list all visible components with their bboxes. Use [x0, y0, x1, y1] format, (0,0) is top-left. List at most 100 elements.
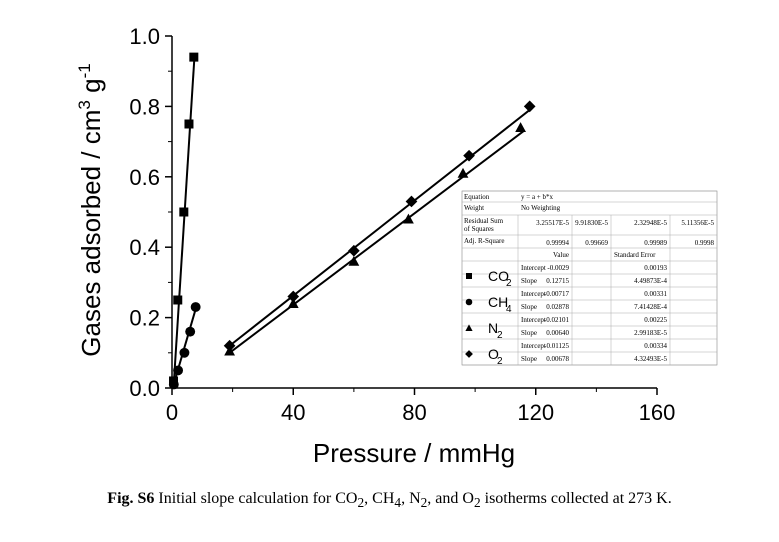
table-legend-sub: 2 — [497, 356, 503, 367]
data-point-o2 — [348, 244, 360, 257]
y-tick-label: 0.2 — [129, 306, 160, 331]
figure-caption: Fig. S6 Initial slope calculation for CO… — [0, 490, 779, 511]
table-cell: 4.32493E-5 — [634, 355, 667, 363]
table-cell: 0.99669 — [585, 239, 608, 247]
y-axis-title: Gases adsorbed / cm3 g-1 — [75, 63, 106, 356]
table-cell: y = a + b*x — [521, 193, 554, 201]
caption-sub: 2 — [473, 495, 481, 511]
table-row-label: of Squares — [464, 225, 494, 233]
table-cell: 0.00678 — [546, 355, 569, 363]
y-tick-label: 0.0 — [129, 376, 160, 401]
table-cell: 0.99994 — [546, 239, 569, 247]
data-point-n2 — [287, 298, 299, 309]
fit-line-co2 — [172, 57, 196, 389]
data-point-ch4 — [173, 365, 184, 376]
table-row-label: Residual Sum — [464, 217, 504, 225]
table-cell: No Weighting — [521, 204, 561, 212]
table-row-label: Intercept — [521, 316, 546, 324]
table-cell: 3.25517E-5 — [536, 219, 569, 227]
x-tick-label: 80 — [402, 400, 426, 425]
table-row-label: Equation — [464, 193, 490, 201]
chart-series — [168, 52, 536, 390]
table-row-label: Intercept — [521, 264, 546, 272]
x-tick-label: 160 — [639, 400, 676, 425]
table-row-label: Intercept — [521, 290, 546, 298]
fit-table: Equation y = a + b*x Weight No Weighting Res… — [461, 190, 718, 367]
caption-text: , N — [401, 490, 421, 507]
x-axis-title: Pressure / mmHg — [313, 438, 515, 468]
data-point-co2 — [189, 52, 199, 62]
table-cell: 0.00640 — [546, 329, 569, 337]
data-point-co2 — [184, 119, 194, 129]
data-point-o2 — [223, 339, 236, 352]
table-legend-marker — [465, 350, 473, 358]
table-row-label: Slope — [521, 355, 537, 363]
table-cell: 0.00225 — [644, 316, 667, 324]
table-legend-marker — [465, 324, 473, 331]
caption-label: Fig. S6 — [107, 490, 155, 507]
caption-text: , and O — [427, 490, 474, 507]
table-cell: 0.00334 — [644, 342, 667, 350]
table-legend-gas: CH — [488, 294, 508, 310]
x-tick-label: 0 — [166, 400, 178, 425]
table-cell: 0.02878 — [546, 303, 569, 311]
table-row-label: Adj. R-Square — [464, 237, 504, 245]
table-frame — [461, 190, 718, 366]
data-point-o2 — [405, 195, 418, 208]
data-point-n2 — [515, 122, 526, 133]
y-tick-label: 0.6 — [129, 165, 160, 190]
data-point-o2 — [523, 100, 536, 113]
table-row-label: Slope — [521, 303, 537, 311]
caption-text: , CH — [364, 490, 395, 507]
table-row-label: Slope — [521, 329, 537, 337]
data-point-ch4 — [190, 302, 201, 312]
table-row-label: Slope — [521, 277, 537, 285]
x-tick-label: 40 — [281, 400, 305, 425]
table-cell: 2.99183E-5 — [634, 329, 667, 337]
table-cell: 0.9998 — [695, 239, 715, 247]
table-row-label: Intercept — [521, 342, 546, 350]
table-cell: -0.02101 — [544, 316, 570, 324]
table-legend-gas: O — [488, 346, 499, 362]
table-cell: 0.99989 — [644, 239, 667, 247]
y-tick-label: 0.4 — [129, 235, 160, 260]
table-cell: 2.32948E-5 — [634, 219, 667, 227]
table-row-label: Weight — [464, 204, 484, 212]
table-cell: -0.01125 — [544, 342, 569, 350]
table-legend-sub: 2 — [506, 278, 512, 289]
table-cell: 5.11356E-5 — [681, 219, 714, 227]
chart-axes: 0 40 80 120 160 0.0 0.2 0.4 0.6 0.8 1.0 — [129, 24, 675, 425]
data-point-ch4 — [168, 379, 179, 390]
data-point-ch4 — [179, 347, 190, 358]
table-legend-sub: 2 — [497, 330, 503, 341]
data-point-ch4 — [185, 326, 196, 337]
table-col-header: Value — [553, 251, 569, 259]
table-cell: 0.12715 — [546, 277, 569, 285]
table-cell: 0.00331 — [644, 290, 667, 298]
data-point-n2 — [348, 255, 360, 266]
caption-sub: 2 — [420, 495, 428, 511]
caption-text: isotherms collected at 273 K. — [480, 490, 672, 507]
table-cell: 9.91830E-5 — [575, 219, 608, 227]
y-tick-label: 1.0 — [129, 24, 160, 49]
table-cell: 7.41428E-4 — [634, 303, 667, 311]
adsorption-chart: 0 40 80 120 160 0.0 0.2 0.4 0.6 0.8 1.0 Equation y … — [75, 24, 718, 468]
table-legend-sub: 4 — [506, 304, 512, 315]
table-legend-marker — [466, 273, 472, 279]
data-point-co2 — [179, 207, 189, 217]
fit-line-o2 — [228, 109, 531, 347]
data-point-n2 — [457, 167, 469, 178]
caption-text: Initial slope calculation for CO — [154, 490, 358, 507]
table-legend-gas: N — [488, 320, 498, 336]
caption-sub: 4 — [394, 495, 402, 511]
table-cell: 0.00193 — [644, 264, 667, 272]
fit-line-n2 — [228, 130, 525, 354]
table-legend-gas: CO — [488, 268, 509, 284]
x-tick-label: 120 — [517, 400, 554, 425]
caption-sub: 2 — [357, 495, 365, 511]
table-legend-marker — [465, 298, 473, 306]
data-point-o2 — [463, 149, 475, 162]
data-point-n2 — [403, 213, 414, 224]
table-cell: -0.0029 — [547, 264, 569, 272]
table-col-header: Standard Error — [614, 251, 656, 259]
